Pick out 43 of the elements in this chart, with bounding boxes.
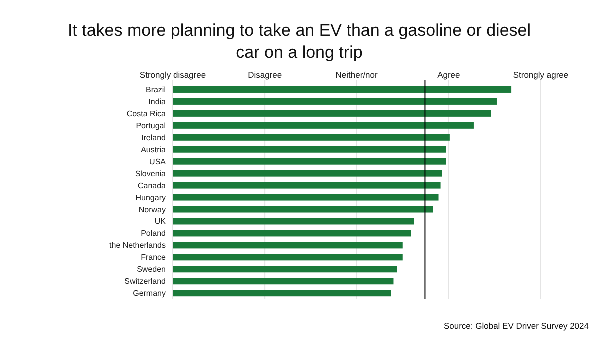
bar <box>173 170 442 177</box>
y-tick-label: Slovenia <box>135 169 167 178</box>
y-tick-label: Costa Rica <box>126 109 167 118</box>
bar <box>173 254 403 261</box>
y-tick-label: Ireland <box>142 133 166 142</box>
bar <box>173 290 392 297</box>
bar <box>173 86 512 93</box>
y-tick-label: Austria <box>141 145 167 154</box>
ref-line-label: Strongly agree <box>513 70 569 80</box>
y-tick-label: Portugal <box>136 121 166 130</box>
y-tick-label: Brazil <box>146 85 166 94</box>
source-note: Source: Global EV Driver Survey 2024 <box>444 321 590 331</box>
ref-line-label: Disagree <box>248 70 282 80</box>
bar <box>173 122 474 129</box>
ref-line-label: Agree <box>438 70 461 80</box>
bar <box>173 230 412 237</box>
bar <box>173 98 497 105</box>
ref-line-label: Neither/nor <box>336 70 378 80</box>
y-tick-label: Hungary <box>136 193 166 202</box>
bar <box>173 206 434 213</box>
ref-line-label: Strongly disagree <box>140 70 206 80</box>
bar <box>173 194 439 201</box>
bar <box>173 266 398 273</box>
bar <box>173 242 403 249</box>
chart-title: It takes more planning to take an EV than a gasoline or diesel car on a long trip <box>68 21 532 62</box>
y-tick-label: USA <box>150 157 167 166</box>
bar <box>173 182 441 189</box>
y-tick-label: Canada <box>138 181 167 190</box>
y-tick-label: Germany <box>133 289 166 298</box>
y-tick-label: Norway <box>138 205 166 214</box>
bar <box>173 134 450 141</box>
y-tick-label: the Netherlands <box>110 241 166 250</box>
bar <box>173 146 446 153</box>
bar <box>173 218 414 225</box>
y-tick-label: France <box>141 253 167 262</box>
y-tick-label: UK <box>154 217 167 226</box>
bar <box>173 278 394 285</box>
y-tick-label: Poland <box>141 229 166 238</box>
bar <box>173 110 492 117</box>
bar <box>173 158 446 165</box>
y-tick-label: Switzerland <box>124 277 166 286</box>
y-tick-label: India <box>148 97 167 106</box>
y-tick-label: Sweden <box>137 265 166 274</box>
